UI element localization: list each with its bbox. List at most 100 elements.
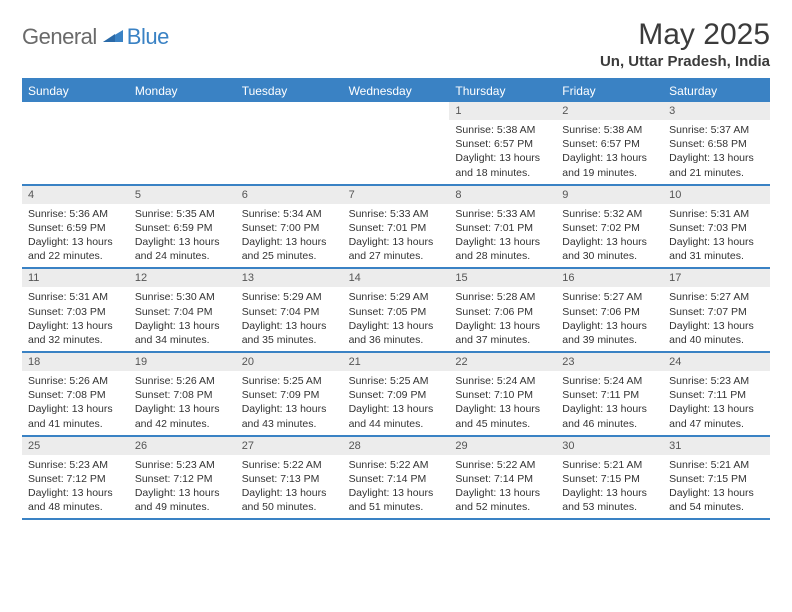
day-info: Sunrise: 5:26 AMSunset: 7:08 PMDaylight:…	[22, 371, 129, 435]
day-info: Sunrise: 5:22 AMSunset: 7:14 PMDaylight:…	[343, 455, 450, 519]
day-info: Sunrise: 5:22 AMSunset: 7:13 PMDaylight:…	[236, 455, 343, 519]
calendar-cell: 28Sunrise: 5:22 AMSunset: 7:14 PMDayligh…	[343, 437, 450, 519]
sunrise-text: Sunrise: 5:26 AM	[28, 374, 123, 388]
daylight-text: Daylight: 13 hours and 18 minutes.	[455, 151, 550, 179]
calendar-cell: 5Sunrise: 5:35 AMSunset: 6:59 PMDaylight…	[129, 186, 236, 268]
calendar-cell: 25Sunrise: 5:23 AMSunset: 7:12 PMDayligh…	[22, 437, 129, 519]
day-number	[22, 102, 129, 108]
daylight-text: Daylight: 13 hours and 41 minutes.	[28, 402, 123, 430]
sunrise-text: Sunrise: 5:36 AM	[28, 207, 123, 221]
day-info: Sunrise: 5:23 AMSunset: 7:12 PMDaylight:…	[129, 455, 236, 519]
calendar-body: 1Sunrise: 5:38 AMSunset: 6:57 PMDaylight…	[22, 102, 770, 520]
daylight-text: Daylight: 13 hours and 24 minutes.	[135, 235, 230, 263]
calendar-cell: 9Sunrise: 5:32 AMSunset: 7:02 PMDaylight…	[556, 186, 663, 268]
daylight-text: Daylight: 13 hours and 49 minutes.	[135, 486, 230, 514]
sunset-text: Sunset: 7:03 PM	[28, 305, 123, 319]
day-number: 27	[236, 437, 343, 455]
daylight-text: Daylight: 13 hours and 54 minutes.	[669, 486, 764, 514]
sunset-text: Sunset: 6:59 PM	[28, 221, 123, 235]
daylight-text: Daylight: 13 hours and 44 minutes.	[349, 402, 444, 430]
sunset-text: Sunset: 6:57 PM	[455, 137, 550, 151]
sunset-text: Sunset: 6:57 PM	[562, 137, 657, 151]
day-number: 8	[449, 186, 556, 204]
calendar-cell: 19Sunrise: 5:26 AMSunset: 7:08 PMDayligh…	[129, 353, 236, 435]
sunset-text: Sunset: 7:12 PM	[135, 472, 230, 486]
sunset-text: Sunset: 7:06 PM	[455, 305, 550, 319]
calendar-cell: 20Sunrise: 5:25 AMSunset: 7:09 PMDayligh…	[236, 353, 343, 435]
day-number: 15	[449, 269, 556, 287]
sunrise-text: Sunrise: 5:27 AM	[562, 290, 657, 304]
day-info: Sunrise: 5:23 AMSunset: 7:12 PMDaylight:…	[22, 455, 129, 519]
day-number: 28	[343, 437, 450, 455]
calendar-cell	[343, 102, 450, 184]
sunrise-text: Sunrise: 5:34 AM	[242, 207, 337, 221]
day-info: Sunrise: 5:33 AMSunset: 7:01 PMDaylight:…	[449, 204, 556, 268]
day-number: 6	[236, 186, 343, 204]
day-info: Sunrise: 5:21 AMSunset: 7:15 PMDaylight:…	[663, 455, 770, 519]
day-number: 4	[22, 186, 129, 204]
sunset-text: Sunset: 7:04 PM	[242, 305, 337, 319]
day-info: Sunrise: 5:29 AMSunset: 7:05 PMDaylight:…	[343, 287, 450, 351]
sunset-text: Sunset: 7:14 PM	[349, 472, 444, 486]
sunrise-text: Sunrise: 5:30 AM	[135, 290, 230, 304]
day-info: Sunrise: 5:24 AMSunset: 7:11 PMDaylight:…	[556, 371, 663, 435]
day-info: Sunrise: 5:32 AMSunset: 7:02 PMDaylight:…	[556, 204, 663, 268]
day-info: Sunrise: 5:34 AMSunset: 7:00 PMDaylight:…	[236, 204, 343, 268]
brand-mark-icon	[103, 28, 123, 47]
sunrise-text: Sunrise: 5:25 AM	[349, 374, 444, 388]
daylight-text: Daylight: 13 hours and 39 minutes.	[562, 319, 657, 347]
calendar-week: 11Sunrise: 5:31 AMSunset: 7:03 PMDayligh…	[22, 269, 770, 353]
sunrise-text: Sunrise: 5:37 AM	[669, 123, 764, 137]
calendar-cell: 13Sunrise: 5:29 AMSunset: 7:04 PMDayligh…	[236, 269, 343, 351]
sunset-text: Sunset: 7:09 PM	[349, 388, 444, 402]
day-info: Sunrise: 5:22 AMSunset: 7:14 PMDaylight:…	[449, 455, 556, 519]
sunset-text: Sunset: 7:11 PM	[562, 388, 657, 402]
sunset-text: Sunset: 7:07 PM	[669, 305, 764, 319]
daylight-text: Daylight: 13 hours and 45 minutes.	[455, 402, 550, 430]
calendar-cell: 1Sunrise: 5:38 AMSunset: 6:57 PMDaylight…	[449, 102, 556, 184]
calendar-cell: 11Sunrise: 5:31 AMSunset: 7:03 PMDayligh…	[22, 269, 129, 351]
day-number: 19	[129, 353, 236, 371]
sunrise-text: Sunrise: 5:38 AM	[562, 123, 657, 137]
day-info: Sunrise: 5:33 AMSunset: 7:01 PMDaylight:…	[343, 204, 450, 268]
daylight-text: Daylight: 13 hours and 34 minutes.	[135, 319, 230, 347]
day-number: 29	[449, 437, 556, 455]
sunrise-text: Sunrise: 5:23 AM	[28, 458, 123, 472]
day-number: 16	[556, 269, 663, 287]
daylight-text: Daylight: 13 hours and 19 minutes.	[562, 151, 657, 179]
daylight-text: Daylight: 13 hours and 35 minutes.	[242, 319, 337, 347]
sunrise-text: Sunrise: 5:22 AM	[349, 458, 444, 472]
day-info: Sunrise: 5:23 AMSunset: 7:11 PMDaylight:…	[663, 371, 770, 435]
sunset-text: Sunset: 7:15 PM	[669, 472, 764, 486]
calendar-cell: 8Sunrise: 5:33 AMSunset: 7:01 PMDaylight…	[449, 186, 556, 268]
day-number: 17	[663, 269, 770, 287]
day-info: Sunrise: 5:27 AMSunset: 7:06 PMDaylight:…	[556, 287, 663, 351]
sunrise-text: Sunrise: 5:21 AM	[562, 458, 657, 472]
sunrise-text: Sunrise: 5:26 AM	[135, 374, 230, 388]
day-number	[343, 102, 450, 108]
calendar-cell: 29Sunrise: 5:22 AMSunset: 7:14 PMDayligh…	[449, 437, 556, 519]
calendar-cell: 21Sunrise: 5:25 AMSunset: 7:09 PMDayligh…	[343, 353, 450, 435]
sunrise-text: Sunrise: 5:32 AM	[562, 207, 657, 221]
day-number: 31	[663, 437, 770, 455]
calendar-cell: 23Sunrise: 5:24 AMSunset: 7:11 PMDayligh…	[556, 353, 663, 435]
brand-logo: General Blue	[22, 24, 169, 50]
day-number: 3	[663, 102, 770, 120]
daylight-text: Daylight: 13 hours and 53 minutes.	[562, 486, 657, 514]
sunrise-text: Sunrise: 5:31 AM	[28, 290, 123, 304]
calendar-cell: 12Sunrise: 5:30 AMSunset: 7:04 PMDayligh…	[129, 269, 236, 351]
sunrise-text: Sunrise: 5:33 AM	[455, 207, 550, 221]
day-number: 5	[129, 186, 236, 204]
calendar-cell: 7Sunrise: 5:33 AMSunset: 7:01 PMDaylight…	[343, 186, 450, 268]
weekday-monday: Monday	[129, 80, 236, 102]
day-number: 22	[449, 353, 556, 371]
sunset-text: Sunset: 6:59 PM	[135, 221, 230, 235]
day-info: Sunrise: 5:25 AMSunset: 7:09 PMDaylight:…	[343, 371, 450, 435]
calendar-cell: 14Sunrise: 5:29 AMSunset: 7:05 PMDayligh…	[343, 269, 450, 351]
day-info: Sunrise: 5:37 AMSunset: 6:58 PMDaylight:…	[663, 120, 770, 184]
day-info: Sunrise: 5:31 AMSunset: 7:03 PMDaylight:…	[663, 204, 770, 268]
sunset-text: Sunset: 7:01 PM	[455, 221, 550, 235]
sunset-text: Sunset: 7:12 PM	[28, 472, 123, 486]
brand-general: General	[22, 24, 97, 50]
sunset-text: Sunset: 7:13 PM	[242, 472, 337, 486]
